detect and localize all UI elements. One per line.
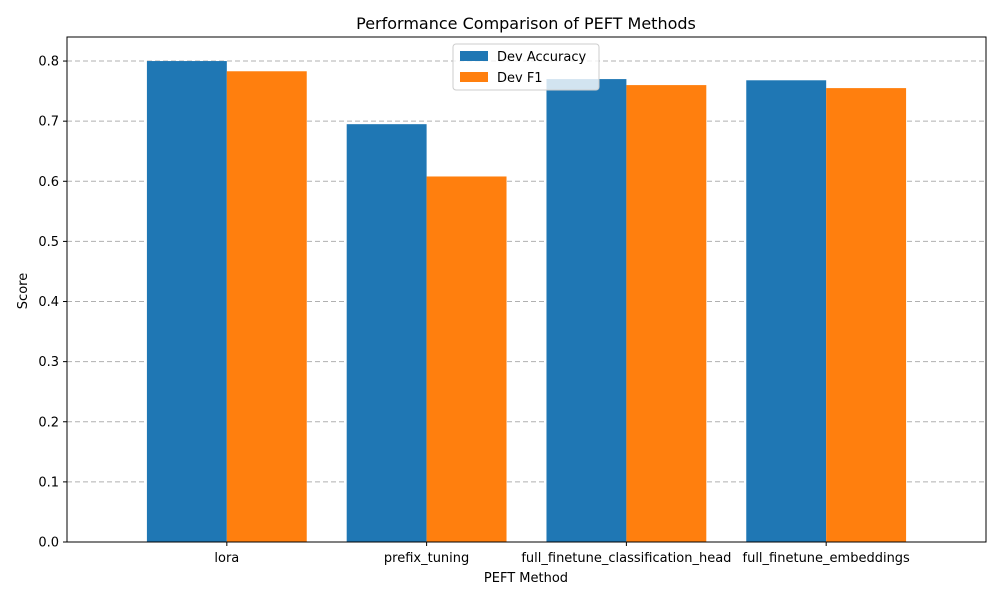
- bar: [426, 176, 507, 542]
- y-axis-ticks: 0.0 0.1 0.2 0.3 0.4 0.5 0.6 0.7 0.8: [38, 55, 67, 551]
- plot-frame: [66, 36, 987, 543]
- y-tick-label: 0.0: [38, 536, 59, 551]
- x-tick-label: full_finetune_embeddings: [743, 551, 911, 566]
- y-axis-label: Score: [16, 273, 31, 309]
- legend-box: [452, 43, 600, 91]
- bars: [146, 61, 907, 543]
- y-tick-label: 0.1: [38, 475, 59, 490]
- y-tick-label: 0.5: [38, 235, 59, 250]
- x-tick-label: prefix_tuning: [384, 551, 469, 566]
- y-tick-label: 0.3: [38, 355, 59, 370]
- bar: [346, 124, 427, 543]
- legend-label-dev-f1: Dev F1: [497, 71, 543, 86]
- chart-title: Performance Comparison of PEFT Methods: [356, 14, 696, 33]
- y-tick-label: 0.8: [38, 55, 59, 70]
- y-tick-label: 0.6: [38, 175, 59, 190]
- legend-swatch-dev-accuracy: [460, 51, 488, 61]
- x-axis-label: PEFT Method: [484, 571, 568, 586]
- bar: [826, 88, 907, 542]
- legend: Dev Accuracy Dev F1: [452, 43, 600, 91]
- bar: [746, 80, 827, 543]
- legend-label-dev-accuracy: Dev Accuracy: [497, 50, 586, 65]
- x-tick-label: full_finetune_classification_head: [521, 551, 731, 566]
- legend-swatch-dev-f1: [460, 72, 488, 82]
- x-axis-ticks: lora prefix_tuning full_finetune_classific…: [214, 542, 910, 566]
- bar: [546, 79, 627, 542]
- x-tick-label: lora: [214, 551, 239, 566]
- bar: [226, 71, 307, 543]
- y-tick-label: 0.7: [38, 115, 59, 130]
- y-tick-label: 0.4: [38, 295, 59, 310]
- bar: [626, 85, 707, 542]
- y-tick-label: 0.2: [38, 415, 59, 430]
- bar: [146, 61, 227, 543]
